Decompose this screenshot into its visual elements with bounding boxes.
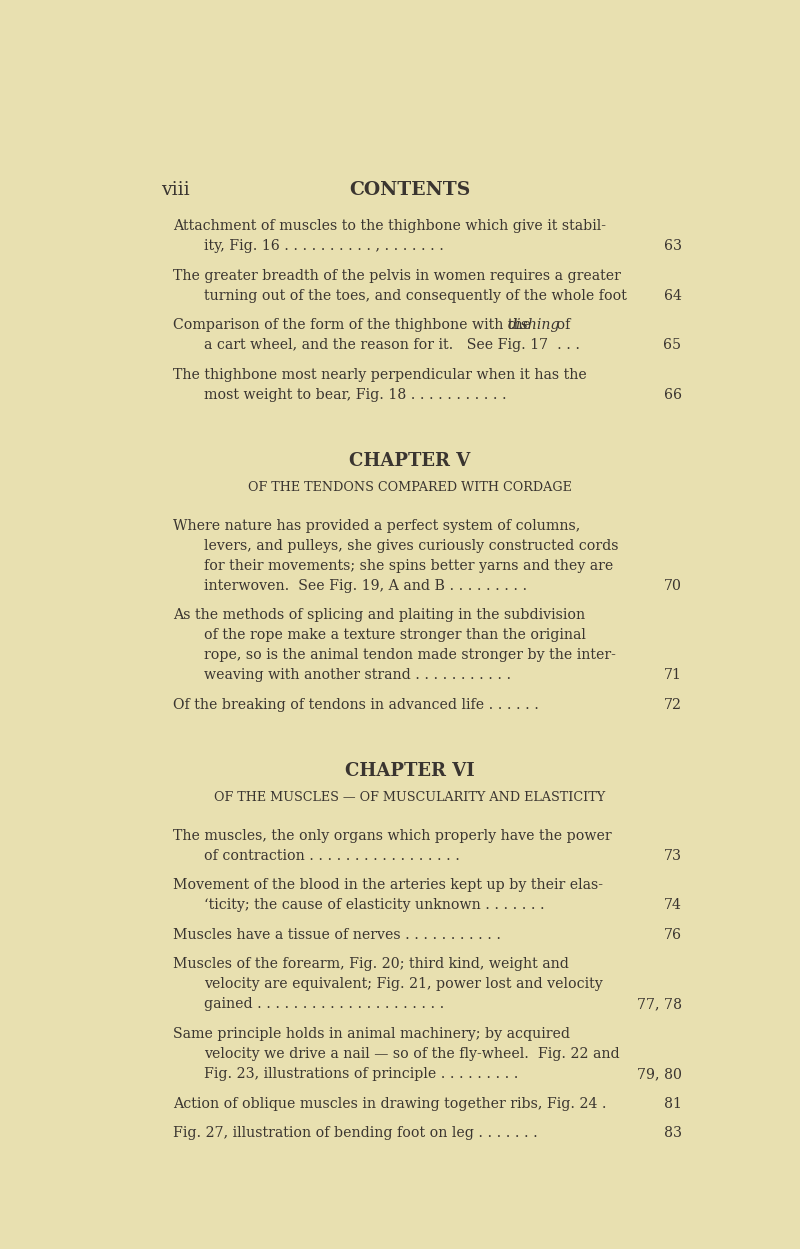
Text: of: of [552, 318, 570, 332]
Text: Muscles of the forearm, Fig. 20; third kind, weight and: Muscles of the forearm, Fig. 20; third k… [173, 958, 569, 972]
Text: 73: 73 [663, 848, 682, 863]
Text: CHAPTER V: CHAPTER V [350, 452, 470, 470]
Text: weaving with another strand . . . . . . . . . . .: weaving with another strand . . . . . . … [204, 668, 511, 682]
Text: Action of oblique muscles in drawing together ribs, Fig. 24 .: Action of oblique muscles in drawing tog… [173, 1097, 606, 1110]
Text: Muscles have a tissue of nerves . . . . . . . . . . .: Muscles have a tissue of nerves . . . . … [173, 928, 501, 942]
Text: velocity we drive a nail — so of the fly-wheel.  Fig. 22 and: velocity we drive a nail — so of the fly… [204, 1047, 620, 1062]
Text: of contraction . . . . . . . . . . . . . . . . .: of contraction . . . . . . . . . . . . .… [204, 848, 460, 863]
Text: ‘ticity; the cause of elasticity unknown . . . . . . .: ‘ticity; the cause of elasticity unknown… [204, 898, 545, 912]
Text: interwoven.  See Fig. 19, A and B . . . . . . . . .: interwoven. See Fig. 19, A and B . . . .… [204, 578, 527, 593]
Text: Fig. 27, illustration of bending foot on leg . . . . . . .: Fig. 27, illustration of bending foot on… [173, 1127, 538, 1140]
Text: 71: 71 [664, 668, 682, 682]
Text: 66: 66 [663, 388, 682, 402]
Text: viii: viii [161, 181, 190, 199]
Text: 81: 81 [664, 1097, 682, 1110]
Text: OF THE TENDONS COMPARED WITH CORDAGE: OF THE TENDONS COMPARED WITH CORDAGE [248, 481, 572, 495]
Text: The greater breadth of the pelvis in women requires a greater: The greater breadth of the pelvis in wom… [173, 269, 621, 282]
Text: Attachment of muscles to the thighbone which give it stabil-: Attachment of muscles to the thighbone w… [173, 219, 606, 234]
Text: 79, 80: 79, 80 [637, 1067, 682, 1082]
Text: turning out of the toes, and consequently of the whole foot: turning out of the toes, and consequentl… [204, 289, 627, 302]
Text: Of the breaking of tendons in advanced life . . . . . .: Of the breaking of tendons in advanced l… [173, 698, 539, 712]
Text: 65: 65 [663, 338, 682, 352]
Text: 63: 63 [663, 239, 682, 254]
Text: Fig. 23, illustrations of principle . . . . . . . . .: Fig. 23, illustrations of principle . . … [204, 1067, 518, 1082]
Text: rope, so is the animal tendon made stronger by the inter-: rope, so is the animal tendon made stron… [204, 648, 616, 662]
Text: 64: 64 [664, 289, 682, 302]
Text: Movement of the blood in the arteries kept up by their elas-: Movement of the blood in the arteries ke… [173, 878, 603, 892]
Text: for their movements; she spins better yarns and they are: for their movements; she spins better ya… [204, 558, 614, 572]
Text: a cart wheel, and the reason for it.   See Fig. 17  . . .: a cart wheel, and the reason for it. See… [204, 338, 580, 352]
Text: of the rope make a texture stronger than the original: of the rope make a texture stronger than… [204, 628, 586, 642]
Text: Same principle holds in animal machinery; by acquired: Same principle holds in animal machinery… [173, 1027, 570, 1042]
Text: 70: 70 [663, 578, 682, 593]
Text: The thighbone most nearly perpendicular when it has the: The thighbone most nearly perpendicular … [173, 368, 587, 382]
Text: dishing: dishing [508, 318, 560, 332]
Text: 76: 76 [663, 928, 682, 942]
Text: The muscles, the only organs which properly have the power: The muscles, the only organs which prope… [173, 828, 612, 843]
Text: CHAPTER VI: CHAPTER VI [345, 762, 475, 781]
Text: CONTENTS: CONTENTS [350, 181, 470, 199]
Text: 74: 74 [664, 898, 682, 912]
Text: most weight to bear, Fig. 18 . . . . . . . . . . .: most weight to bear, Fig. 18 . . . . . .… [204, 388, 506, 402]
Text: OF THE MUSCLES — OF MUSCULARITY AND ELASTICITY: OF THE MUSCLES — OF MUSCULARITY AND ELAS… [214, 791, 606, 804]
Text: Where nature has provided a perfect system of columns,: Where nature has provided a perfect syst… [173, 518, 581, 532]
Text: 77, 78: 77, 78 [637, 998, 682, 1012]
Text: 83: 83 [663, 1127, 682, 1140]
Text: gained . . . . . . . . . . . . . . . . . . . . .: gained . . . . . . . . . . . . . . . . .… [204, 998, 445, 1012]
Text: levers, and pulleys, she gives curiously constructed cords: levers, and pulleys, she gives curiously… [204, 538, 618, 552]
Text: velocity are equivalent; Fig. 21, power lost and velocity: velocity are equivalent; Fig. 21, power … [204, 978, 603, 992]
Text: Comparison of the form of the thighbone with the: Comparison of the form of the thighbone … [173, 318, 536, 332]
Text: 72: 72 [663, 698, 682, 712]
Text: ity, Fig. 16 . . . . . . . . . . , . . . . . . .: ity, Fig. 16 . . . . . . . . . . , . . .… [204, 239, 444, 254]
Text: As the methods of splicing and plaiting in the subdivision: As the methods of splicing and plaiting … [173, 608, 586, 622]
